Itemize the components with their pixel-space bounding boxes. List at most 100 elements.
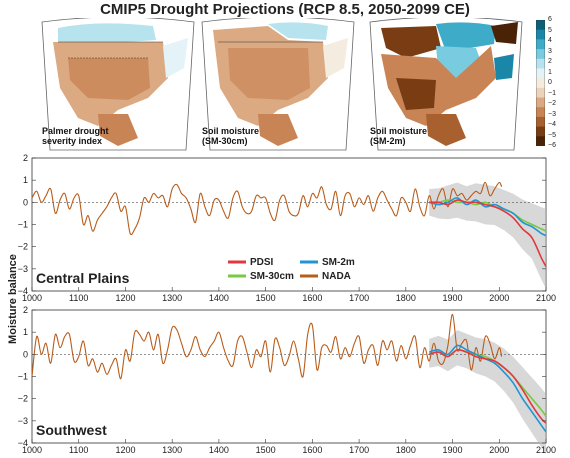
map-label-line2: (SM-2m) [370,136,406,146]
colorbar-tick-label: −4 [548,121,556,128]
x-tick-label: 1900 [443,293,463,303]
x-tick-label: 1500 [256,445,276,455]
y-tick-label: −3 [18,416,28,426]
colorbar-tick-label: −5 [548,131,556,139]
x-tick-label: 1800 [396,293,416,303]
colorbar-tick-label: 6 [548,16,552,23]
x-tick-label: 2000 [489,445,509,455]
series-line-sm-2m [428,344,547,433]
y-tick-label: 1 [23,175,28,185]
colorbar-swatch [536,136,545,146]
colorbar-swatch [536,68,545,79]
colorbar-tick-label: 2 [548,58,552,65]
map-panel-sm30: Soil moisture (SM-30cm) [198,16,358,152]
y-tick-label: −2 [18,242,28,252]
colorbar-tick-label: −1 [548,89,556,97]
map-label-line1: Soil moisture [370,126,428,136]
legend-label: NADA [322,271,351,282]
x-tick-label: 2000 [489,293,509,303]
x-tick-label: 1300 [162,445,182,455]
colorbar-swatch [536,107,545,118]
series-line-nada [31,313,503,380]
legend-label: SM-2m [322,257,355,268]
x-tick-label: 1600 [302,445,322,455]
map-panel-sm2m: Soil moisture (SM-2m) [366,16,526,152]
colorbar-swatch [536,29,545,40]
colorbar [536,20,545,146]
ensemble-spread [429,182,546,289]
colorbar-tick-label: 1 [548,68,552,76]
colorbar-tick-label: −6 [548,142,556,149]
map-label-line1: Palmer drought [42,126,109,136]
y-tick-label: −1 [18,372,28,382]
colorbar-swatch [536,78,545,89]
map-pdsi [41,16,195,151]
plot-area [31,157,547,292]
series-line-nada [31,181,503,236]
x-tick-label: 1200 [115,445,135,455]
colorbar-tick-label: 4 [548,37,552,44]
x-tick-label: 1800 [396,445,416,455]
plot-area [31,309,547,444]
y-tick-label: 2 [23,153,28,163]
colorbar-tick-label: −2 [548,100,556,107]
legend-label: SM-30cm [250,271,294,282]
x-tick-label: 1100 [69,445,88,455]
y-tick-label: 1 [23,327,28,337]
colorbar-tick-label: −3 [548,110,556,118]
map-panel-pdsi: Palmer drought severity index [38,16,198,152]
x-tick-label: 1700 [349,445,369,455]
x-tick-label: 1900 [443,445,463,455]
colorbar-swatch [536,49,545,60]
map-sm2m [369,16,523,151]
x-tick-label: 1000 [22,445,42,455]
x-tick-label: 2100 [536,445,556,455]
colorbar-swatch [536,58,545,69]
legend-label: PDSI [250,257,274,268]
colorbar-swatch [536,97,545,108]
colorbar-tick-label: 5 [548,26,552,34]
map-label-line1: Soil moisture [202,126,260,136]
y-tick-label: −2 [18,394,28,404]
colorbar-swatch [536,20,545,31]
x-tick-label: 1100 [69,293,88,303]
colorbar-swatch [536,39,545,50]
colorbar-tick-label: 0 [548,79,552,86]
x-tick-label: 1400 [209,445,229,455]
map-label-sm2m: Soil moisture (SM-2m) [370,126,427,146]
colorbar-tick-label: 3 [548,47,552,55]
x-tick-label: 1000 [22,293,42,303]
map-sm30 [201,16,355,151]
region-label: Southwest [36,422,107,438]
y-tick-label: 0 [23,349,28,359]
x-tick-label: 1700 [349,293,369,303]
x-tick-label: 1200 [115,293,135,303]
colorbar-swatch [536,87,545,99]
x-tick-label: 1300 [162,293,182,303]
ensemble-spread [429,330,546,455]
y-tick-label: −4 [18,438,28,448]
map-label-sm30: Soil moisture (SM-30cm) [202,126,259,146]
y-tick-label: 2 [23,305,28,315]
y-tick-label: −3 [18,264,28,274]
y-tick-label: −1 [18,220,28,230]
series-line-pdsi [429,199,547,267]
colorbar-swatch [536,116,545,128]
x-tick-label: 1400 [209,293,229,303]
x-tick-label: 1500 [256,293,276,303]
series-line-sm-30cm [429,199,547,232]
series-line-pdsi [428,348,547,424]
map-label-line2: (SM-30cm) [202,136,248,146]
colorbar-swatch [536,126,545,137]
x-tick-label: 1600 [302,293,322,303]
y-tick-label: 0 [23,197,28,207]
figure-title: CMIP5 Drought Projections (RCP 8.5, 2050… [100,1,470,18]
map-label-pdsi: Palmer drought severity index [42,126,109,146]
y-tick-label: −4 [18,286,28,296]
x-tick-label: 2100 [536,293,556,303]
map-label-line2: severity index [42,136,103,146]
